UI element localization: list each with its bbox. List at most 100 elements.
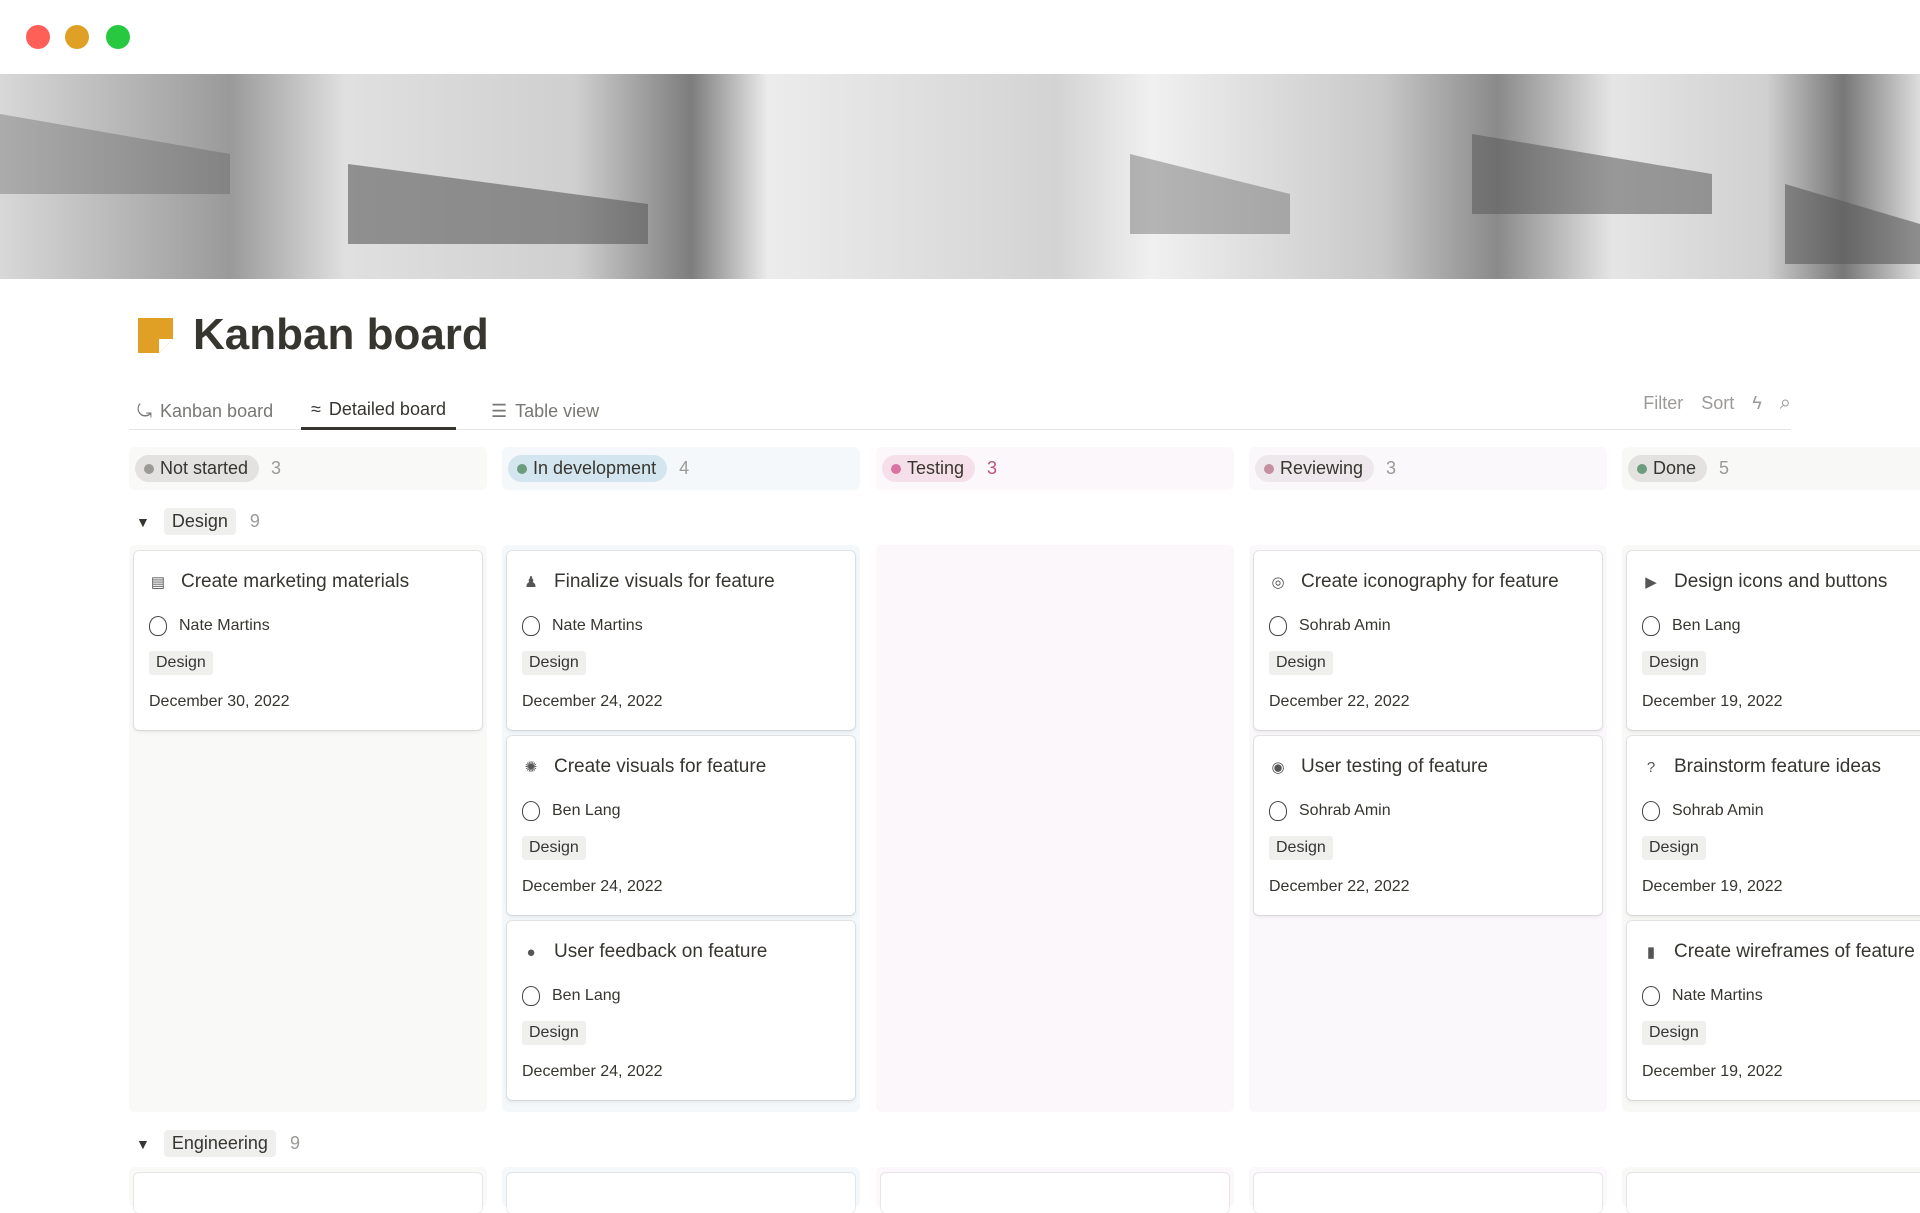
card-date: December 24, 2022 bbox=[522, 1063, 663, 1080]
card-tag: Design bbox=[522, 651, 586, 675]
avatar bbox=[1642, 616, 1660, 636]
card-date: December 30, 2022 bbox=[149, 693, 290, 710]
sort-button[interactable]: Sort bbox=[1701, 393, 1735, 413]
card-date: December 19, 2022 bbox=[1642, 693, 1783, 710]
avatar bbox=[522, 986, 540, 1006]
card-tag: Design bbox=[1642, 836, 1706, 860]
column-count: 3 bbox=[271, 458, 282, 478]
card-tag: Design bbox=[1642, 651, 1706, 675]
card-tag: Design bbox=[1269, 836, 1333, 860]
column-header: Not started 3 bbox=[129, 447, 487, 490]
card[interactable]: ▤ Create marketing materials Nate Martins… bbox=[134, 551, 482, 730]
card-date: December 22, 2022 bbox=[1269, 693, 1410, 710]
card[interactable] bbox=[507, 1173, 855, 1213]
waves-icon: ≈ bbox=[311, 399, 321, 419]
card-tag: Design bbox=[522, 1021, 586, 1045]
group-engineering[interactable]: ▼ Engineering 9 bbox=[136, 1130, 300, 1157]
page-title: Kanban board bbox=[193, 310, 489, 359]
card[interactable] bbox=[1254, 1173, 1602, 1213]
column-body: ♟ Finalize visuals for feature Nate Marti… bbox=[502, 545, 860, 1112]
tab-table-view[interactable]: ☰ Table view bbox=[491, 400, 600, 421]
search-icon[interactable]: ⌕ bbox=[1779, 392, 1791, 414]
card[interactable]: ♟ Finalize visuals for feature Nate Marti… bbox=[507, 551, 855, 730]
card-assignee: Ben Lang bbox=[552, 987, 621, 1004]
phone-icon: ▮ bbox=[1646, 944, 1656, 961]
sticky-note-icon bbox=[138, 318, 173, 353]
brush-icon: ♟ bbox=[524, 574, 538, 591]
card[interactable]: ▶ Design icons and buttons Ben Lang Desig… bbox=[1627, 551, 1920, 730]
maximize-window-button[interactable] bbox=[106, 25, 130, 49]
card-assignee: Ben Lang bbox=[1672, 617, 1741, 634]
status-pill[interactable]: In development bbox=[508, 455, 668, 482]
card[interactable] bbox=[1627, 1173, 1920, 1213]
card[interactable] bbox=[881, 1173, 1229, 1213]
status-dot bbox=[144, 463, 154, 474]
card[interactable]: ◎ Create iconography for feature Sohrab A… bbox=[1254, 551, 1602, 730]
card[interactable]: ● User feedback on feature Ben Lang Desig… bbox=[507, 921, 855, 1100]
card-tag: Design bbox=[1269, 651, 1333, 675]
column-header: Testing 3 bbox=[876, 447, 1234, 490]
card-title: Design icons and buttons bbox=[1674, 571, 1888, 592]
avatar bbox=[522, 616, 540, 636]
tab-detailed-board[interactable]: ≈ Detailed board bbox=[301, 392, 456, 430]
card[interactable]: ◉ User testing of feature Sohrab Amin Des… bbox=[1254, 736, 1602, 915]
card-assignee: Nate Martins bbox=[1672, 987, 1763, 1004]
chat-bubble-icon: ● bbox=[526, 943, 536, 961]
card-title: Finalize visuals for feature bbox=[554, 571, 775, 592]
card-assignee: Sohrab Amin bbox=[1672, 802, 1764, 819]
column-header: Reviewing 3 bbox=[1249, 447, 1607, 490]
column-header: In development 4 bbox=[502, 447, 860, 490]
list-icon: ☰ bbox=[491, 400, 508, 421]
card-assignee: Nate Martins bbox=[552, 617, 643, 634]
card[interactable]: ✺ Create visuals for feature Ben Lang Des… bbox=[507, 736, 855, 915]
column-body bbox=[1249, 1167, 1607, 1213]
palette-icon: ✺ bbox=[524, 759, 538, 776]
status-dot bbox=[1264, 463, 1274, 474]
column-header: Done 5 bbox=[1622, 447, 1920, 490]
column-count: 3 bbox=[987, 458, 998, 478]
avatar bbox=[149, 616, 167, 636]
card-date: December 19, 2022 bbox=[1642, 878, 1783, 895]
column-body: ▶ Design icons and buttons Ben Lang Desig… bbox=[1622, 545, 1920, 1112]
filter-button[interactable]: Filter bbox=[1643, 393, 1684, 413]
column-body bbox=[502, 1167, 860, 1213]
kanban-icon: ⤿ bbox=[137, 400, 152, 421]
collapse-triangle-icon[interactable]: ▼ bbox=[136, 513, 150, 530]
column-count: 3 bbox=[1386, 458, 1397, 478]
target-icon: ◎ bbox=[1271, 574, 1285, 591]
card-tag: Design bbox=[1642, 1021, 1706, 1045]
collapse-triangle-icon[interactable]: ▼ bbox=[136, 1135, 150, 1152]
status-pill[interactable]: Done bbox=[1628, 455, 1708, 482]
card-title: Create iconography for feature bbox=[1301, 571, 1559, 592]
lightning-icon[interactable]: ϟ bbox=[1752, 393, 1762, 413]
column-body bbox=[1622, 1167, 1920, 1213]
column-body bbox=[876, 1167, 1234, 1213]
status-pill[interactable]: Testing bbox=[882, 455, 976, 482]
play-circle-icon: ▶ bbox=[1645, 574, 1657, 591]
card-title: Create marketing materials bbox=[181, 571, 410, 592]
status-dot bbox=[891, 463, 901, 474]
card-date: December 22, 2022 bbox=[1269, 878, 1410, 895]
card-title: User testing of feature bbox=[1301, 756, 1488, 777]
avatar bbox=[1269, 616, 1287, 636]
status-pill[interactable]: Not started bbox=[135, 455, 260, 482]
group-design[interactable]: ▼ Design 9 bbox=[136, 508, 260, 535]
column-body: ▤ Create marketing materials Nate Martins… bbox=[129, 545, 487, 1112]
card-date: December 24, 2022 bbox=[522, 693, 663, 710]
close-window-button[interactable] bbox=[26, 25, 50, 49]
question-bubble-icon: ? bbox=[1646, 758, 1656, 776]
status-dot bbox=[517, 463, 527, 474]
column-body: ◎ Create iconography for feature Sohrab A… bbox=[1249, 545, 1607, 1112]
status-pill[interactable]: Reviewing bbox=[1255, 455, 1375, 482]
card-date: December 24, 2022 bbox=[522, 878, 663, 895]
card[interactable]: ? Brainstorm feature ideas Sohrab Amin De… bbox=[1627, 736, 1920, 915]
tab-kanban-board[interactable]: ⤿ Kanban board bbox=[137, 400, 274, 421]
card[interactable] bbox=[134, 1173, 482, 1213]
minimize-window-button[interactable] bbox=[65, 25, 89, 49]
card-tag: Design bbox=[522, 836, 586, 860]
card-assignee: Sohrab Amin bbox=[1299, 617, 1391, 634]
card-tag: Design bbox=[149, 651, 213, 675]
status-dot bbox=[1637, 463, 1647, 474]
card-title: Create visuals for feature bbox=[554, 756, 767, 777]
card[interactable]: ▮ Create wireframes of feature Nate Marti… bbox=[1627, 921, 1920, 1100]
